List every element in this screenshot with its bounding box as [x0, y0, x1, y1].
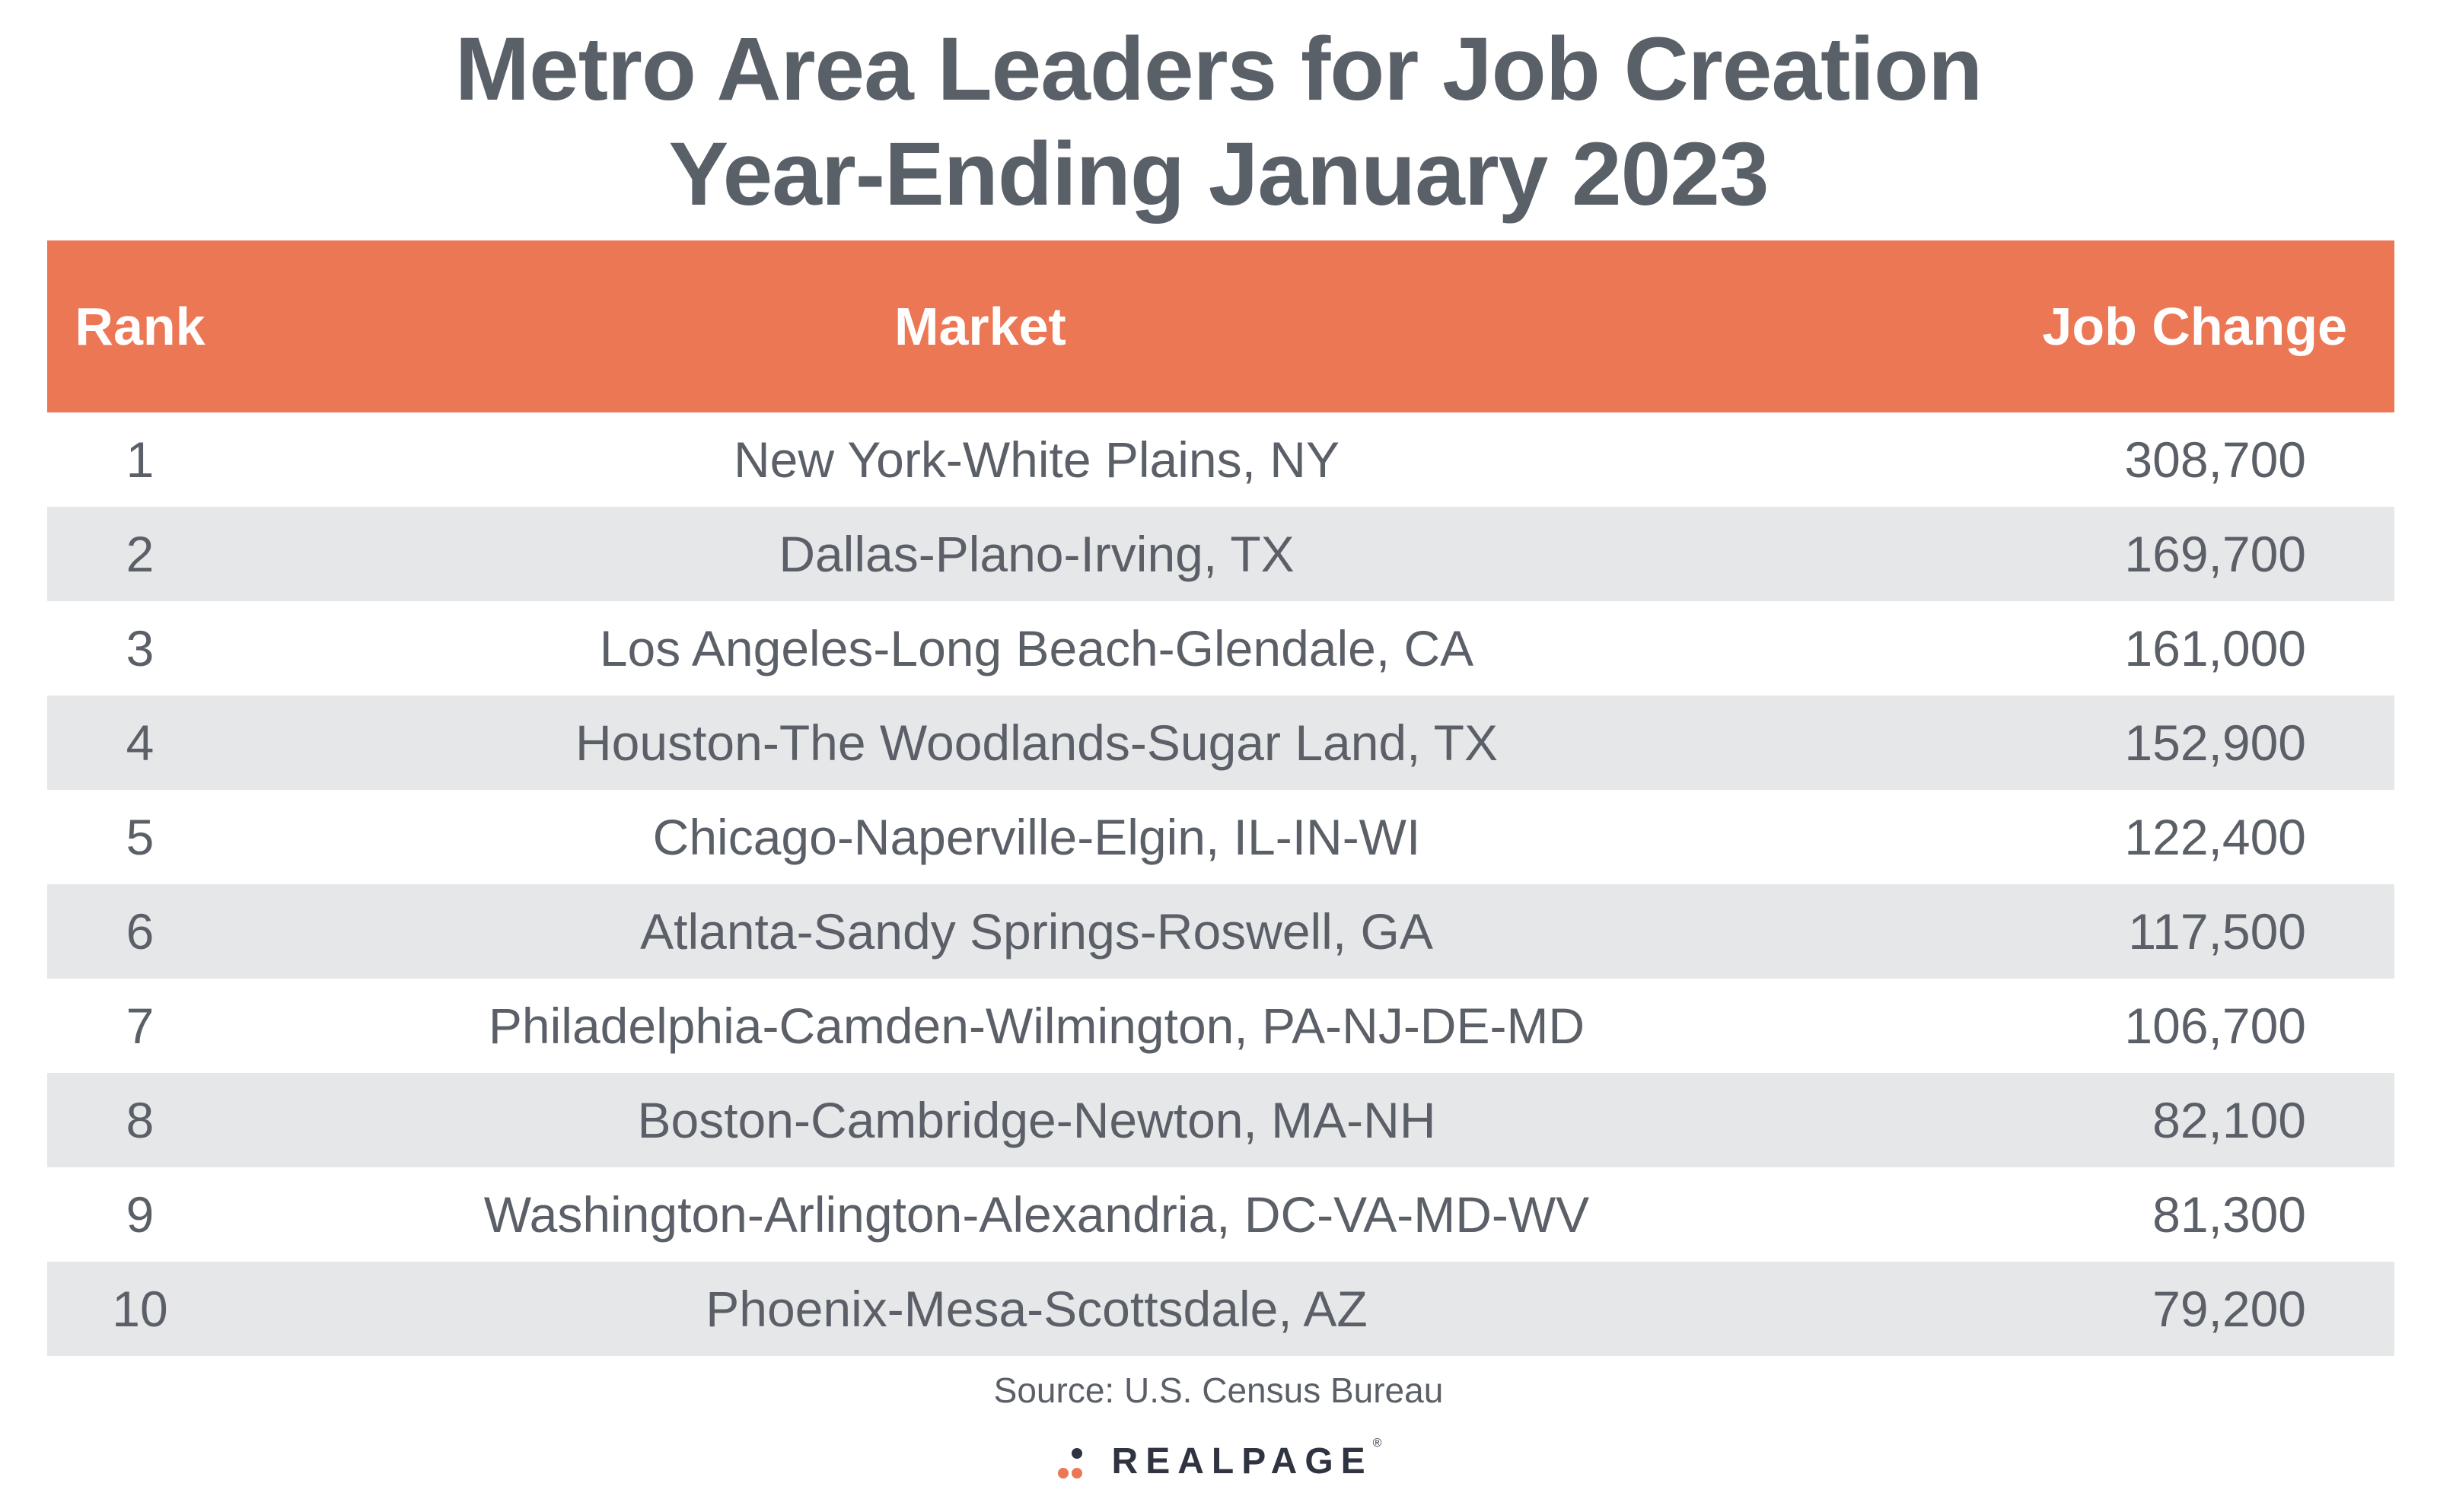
market-cell: Phoenix-Mesa-Scottsdale, AZ: [706, 1281, 1368, 1337]
rank-cell: 4: [126, 715, 155, 771]
market-cell: Dallas-Plano-Irving, TX: [779, 526, 1295, 582]
market-cell: Los Angeles-Long Beach-Glendale, CA: [599, 620, 1474, 676]
column-header-market: Market: [894, 297, 1066, 356]
table-row: 7 Philadelphia-Camden-Wilmington, PA-NJ-…: [47, 979, 2394, 1073]
job-change-cell: 122,400: [2124, 809, 2306, 865]
job-change-cell: 169,700: [2124, 526, 2306, 582]
rank-cell: 1: [126, 431, 155, 488]
table-row: 3 Los Angeles-Long Beach-Glendale, CA 16…: [47, 601, 2394, 696]
rank-cell: 7: [126, 998, 155, 1054]
realpage-dots-icon: [1057, 1448, 1082, 1479]
job-change-cell: 79,200: [2152, 1281, 2306, 1337]
table-row: 5 Chicago-Naperville-Elgin, IL-IN-WI 122…: [47, 790, 2394, 884]
market-cell: Houston-The Woodlands-Sugar Land, TX: [575, 715, 1498, 771]
rank-cell: 8: [126, 1092, 155, 1148]
rank-cell: 3: [126, 620, 155, 676]
market-cell: Atlanta-Sandy Springs-Roswell, GA: [640, 903, 1433, 960]
rank-cell: 2: [126, 526, 155, 582]
table-header: Rank Market Job Change: [47, 240, 2394, 412]
market-cell: New York-White Plains, NY: [734, 431, 1340, 488]
table-row: 2 Dallas-Plano-Irving, TX 169,700: [47, 507, 2394, 601]
job-change-cell: 106,700: [2124, 998, 2306, 1054]
title-line-2: Year-Ending January 2023: [668, 124, 1769, 224]
table-row: 9 Washington-Arlington-Alexandria, DC-VA…: [47, 1167, 2394, 1262]
job-change-cell: 117,500: [2128, 903, 2306, 960]
market-cell: Boston-Cambridge-Newton, MA-NH: [637, 1092, 1436, 1148]
source-note: Source: U.S. Census Bureau: [993, 1370, 1444, 1410]
table-row: 1 New York-White Plains, NY 308,700: [47, 412, 2394, 507]
table-row: 4 Houston-The Woodlands-Sugar Land, TX 1…: [47, 696, 2394, 790]
logo-wordmark: REALPAGE: [1111, 1440, 1373, 1482]
rank-cell: 6: [126, 903, 155, 960]
market-cell: Washington-Arlington-Alexandria, DC-VA-M…: [483, 1186, 1590, 1243]
logo-trademark: ®: [1372, 1437, 1382, 1450]
title-line-1: Metro Area Leaders for Job Creation: [454, 19, 1983, 119]
chart-title: Metro Area Leaders for Job Creation Year…: [0, 17, 2437, 227]
column-header-rank: Rank: [75, 297, 205, 356]
job-creation-table: Rank Market Job Change 1 New York-White …: [47, 240, 2394, 1356]
column-header-job-change: Job Change: [2042, 297, 2347, 356]
job-change-cell: 81,300: [2152, 1186, 2306, 1243]
job-change-cell: 82,100: [2152, 1092, 2306, 1148]
market-cell: Philadelphia-Camden-Wilmington, PA-NJ-DE…: [488, 998, 1585, 1054]
table-row: 6 Atlanta-Sandy Springs-Roswell, GA 117,…: [47, 884, 2394, 979]
job-change-cell: 152,900: [2124, 715, 2306, 771]
job-change-cell: 308,700: [2124, 431, 2306, 488]
rank-cell: 5: [126, 809, 155, 865]
job-change-cell: 161,000: [2124, 620, 2306, 676]
market-cell: Chicago-Naperville-Elgin, IL-IN-WI: [652, 809, 1421, 865]
rank-cell: 9: [126, 1186, 155, 1243]
table-row: 8 Boston-Cambridge-Newton, MA-NH 82,100: [47, 1073, 2394, 1167]
realpage-logo: REALPAGE ®: [0, 1431, 2437, 1491]
table-row: 10 Phoenix-Mesa-Scottsdale, AZ 79,200: [47, 1262, 2394, 1356]
rank-cell: 10: [112, 1281, 168, 1337]
